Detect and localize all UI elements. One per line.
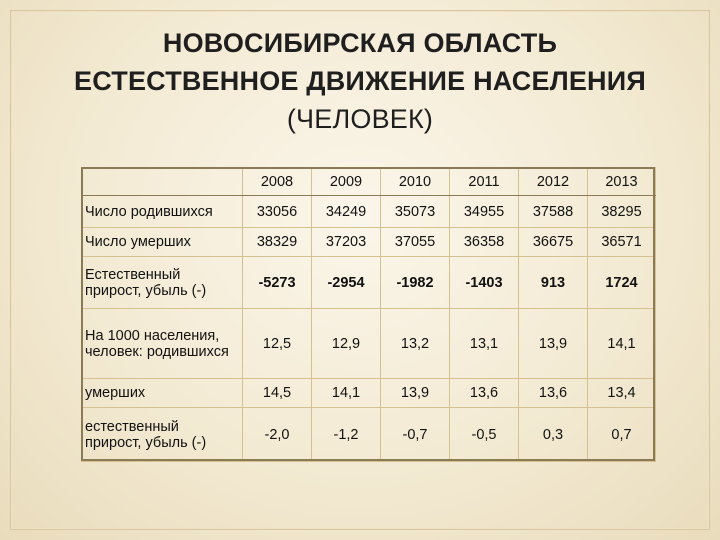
table-cell: 34955 bbox=[449, 195, 519, 228]
title-region: НОВОСИБИРСКАЯ ОБЛАСТЬ bbox=[162, 28, 558, 58]
table-row: Число умерших 38329 37203 37055 36358 36… bbox=[81, 227, 656, 257]
table-cell: 14,1 bbox=[311, 378, 381, 408]
table-cell: 13,4 bbox=[587, 378, 656, 408]
table-cell: 36358 bbox=[449, 227, 519, 257]
year-header: 2011 bbox=[449, 167, 519, 196]
row-label: Естественный прирост, убыль (-) bbox=[81, 256, 243, 309]
table-cell: 37588 bbox=[518, 195, 588, 228]
table-cell: -1403 bbox=[449, 256, 519, 309]
row-label: Число родившихся bbox=[81, 195, 243, 228]
table-cell: 12,9 bbox=[311, 308, 381, 379]
header-row: 2008 2009 2010 2011 2012 2013 bbox=[81, 167, 656, 196]
year-header: 2013 bbox=[587, 167, 656, 196]
corner-cell bbox=[81, 167, 243, 196]
title-subject: ЕСТЕСТВЕННОЕ ДВИЖЕНИЕ НАСЕЛЕНИЯ bbox=[74, 66, 646, 96]
table-cell: 37203 bbox=[311, 227, 381, 257]
table-row: Число родившихся 33056 34249 35073 34955… bbox=[81, 195, 656, 228]
table-cell: 33056 bbox=[242, 195, 312, 228]
table-cell: 12,5 bbox=[242, 308, 312, 379]
title-units: (ЧЕЛОВЕК) bbox=[286, 104, 434, 134]
table-cell: 38329 bbox=[242, 227, 312, 257]
row-label: На 1000 населения, человек: родившихся bbox=[81, 308, 243, 379]
table-cell: 13,1 bbox=[449, 308, 519, 379]
table-cell: 1724 bbox=[587, 256, 656, 309]
table-row: На 1000 населения, человек: родившихся 1… bbox=[81, 308, 656, 379]
table-cell: 13,9 bbox=[518, 308, 588, 379]
table-cell: 38295 bbox=[587, 195, 656, 228]
table-cell: -2,0 bbox=[242, 407, 312, 462]
table-row: Естественный прирост, убыль (-) -5273 -2… bbox=[81, 256, 656, 309]
row-label: естественный прирост, убыль (-) bbox=[81, 407, 243, 462]
population-table: 2008 2009 2010 2011 2012 2013 Число роди… bbox=[81, 167, 656, 462]
table-row: умерших 14,5 14,1 13,9 13,6 13,6 13,4 bbox=[81, 378, 656, 408]
year-header: 2008 bbox=[242, 167, 312, 196]
row-label: Число умерших bbox=[81, 227, 243, 257]
table-cell: 37055 bbox=[380, 227, 450, 257]
table-cell: 36571 bbox=[587, 227, 656, 257]
year-header: 2012 bbox=[518, 167, 588, 196]
table-cell: 35073 bbox=[380, 195, 450, 228]
table-cell: -5273 bbox=[242, 256, 312, 309]
table-cell: 36675 bbox=[518, 227, 588, 257]
table-cell: 13,6 bbox=[518, 378, 588, 408]
table-cell: 0,3 bbox=[518, 407, 588, 462]
row-label: умерших bbox=[81, 378, 243, 408]
table-cell: -0,5 bbox=[449, 407, 519, 462]
table-cell: 13,6 bbox=[449, 378, 519, 408]
table-cell: -1982 bbox=[380, 256, 450, 309]
slide-title: НОВОСИБИРСКАЯ ОБЛАСТЬ ЕСТЕСТВЕННОЕ ДВИЖЕ… bbox=[40, 24, 680, 138]
year-header: 2010 bbox=[380, 167, 450, 196]
table-cell: -1,2 bbox=[311, 407, 381, 462]
table-cell: -2954 bbox=[311, 256, 381, 309]
table-row: естественный прирост, убыль (-) -2,0 -1,… bbox=[81, 407, 656, 462]
table-cell: 34249 bbox=[311, 195, 381, 228]
table-cell: 14,5 bbox=[242, 378, 312, 408]
table-cell: 13,2 bbox=[380, 308, 450, 379]
table-cell: 913 bbox=[518, 256, 588, 309]
table-cell: 13,9 bbox=[380, 378, 450, 408]
table-cell: 0,7 bbox=[587, 407, 656, 462]
table-cell: -0,7 bbox=[380, 407, 450, 462]
year-header: 2009 bbox=[311, 167, 381, 196]
table-cell: 14,1 bbox=[587, 308, 656, 379]
